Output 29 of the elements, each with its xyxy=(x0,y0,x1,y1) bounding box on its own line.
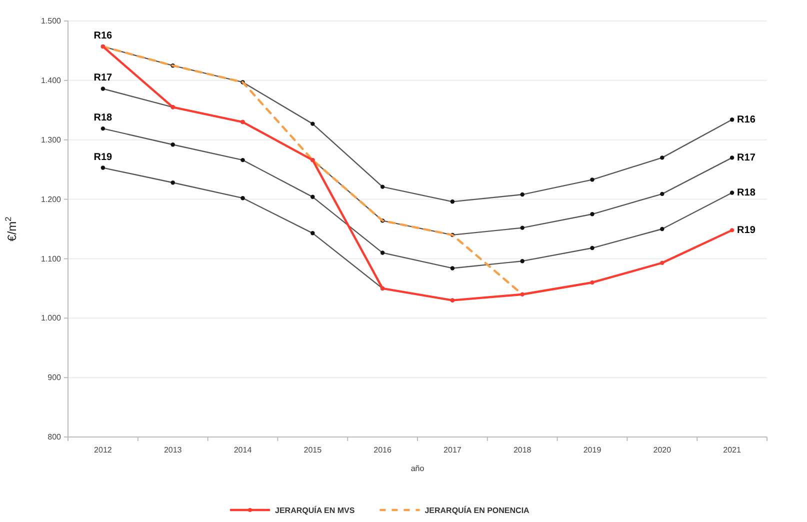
x-tick-label: 2021 xyxy=(723,446,742,455)
x-tick-label: 2018 xyxy=(513,446,532,455)
y-tick-label: 1.100 xyxy=(40,254,62,264)
text: R16 xyxy=(94,30,112,42)
series-label: R16 xyxy=(737,114,756,126)
y-tick-label: 800 xyxy=(48,432,62,442)
y-tick-label: 1.400 xyxy=(40,76,62,85)
y-tick-label: 1.500 xyxy=(40,16,62,26)
series-label: R19 xyxy=(94,152,113,163)
x-axis-title: año xyxy=(410,464,425,473)
y-tick-label: 1.200 xyxy=(40,194,62,204)
x-tick-label: 2012 xyxy=(94,446,112,455)
x-tick-label: 2019 xyxy=(583,446,602,455)
x-tick-label: 2016 xyxy=(374,446,392,455)
x-tick-label: 2017 xyxy=(444,446,462,455)
series-label: R17 xyxy=(737,152,756,164)
text: R18 xyxy=(94,112,112,124)
x-tick-label: 2013 xyxy=(164,446,182,455)
x-tick-label: 2015 xyxy=(304,446,322,455)
y-tick-label: 1.000 xyxy=(40,314,62,323)
text: R17 xyxy=(94,72,112,84)
x-tick-label: 2020 xyxy=(653,446,672,455)
series-label: R18 xyxy=(737,188,756,199)
legend-label: JERARQUÍA EN PONENCIA xyxy=(424,505,530,515)
legend-label: JERARQUÍA EN MVS xyxy=(275,505,356,515)
x-tick-label: 2014 xyxy=(234,446,252,455)
y-tick-label: 900 xyxy=(48,373,62,382)
text: R19 xyxy=(737,225,756,236)
y-tick-label: 1.300 xyxy=(40,135,62,144)
